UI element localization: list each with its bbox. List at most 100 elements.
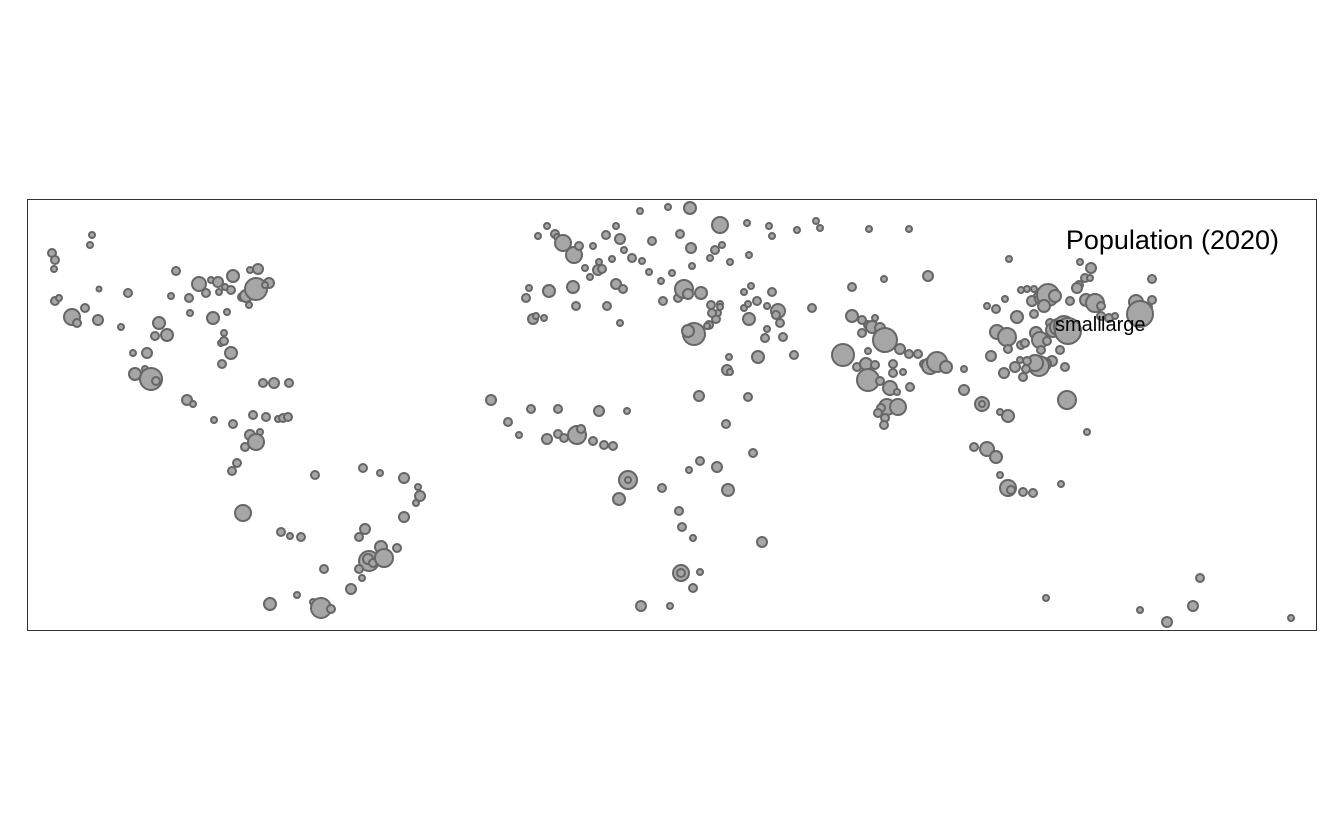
city-bubble bbox=[1287, 614, 1295, 622]
city-bubble bbox=[703, 322, 711, 330]
city-bubble bbox=[1022, 356, 1032, 366]
city-bubble bbox=[612, 222, 620, 230]
city-bubble bbox=[286, 532, 294, 540]
city-bubble bbox=[252, 263, 264, 275]
city-bubble bbox=[595, 258, 603, 266]
city-bubble bbox=[268, 377, 280, 389]
city-bubble bbox=[894, 343, 906, 355]
city-bubble bbox=[95, 285, 103, 293]
city-bubble bbox=[778, 332, 788, 342]
city-bubble bbox=[875, 376, 885, 386]
city-bubble bbox=[1003, 344, 1013, 354]
city-bubble bbox=[1085, 262, 1097, 274]
city-bubble bbox=[695, 456, 705, 466]
city-bubble bbox=[72, 318, 82, 328]
city-bubble bbox=[608, 441, 618, 451]
city-bubble bbox=[212, 276, 224, 288]
city-bubble bbox=[645, 268, 653, 276]
city-bubble bbox=[1023, 285, 1031, 293]
city-bubble bbox=[123, 288, 133, 298]
city-bubble bbox=[1111, 312, 1119, 320]
city-bubble bbox=[226, 285, 236, 295]
city-bubble bbox=[258, 378, 268, 388]
city-bubble bbox=[167, 292, 175, 300]
city-bubble bbox=[228, 419, 238, 429]
city-bubble bbox=[726, 368, 734, 376]
city-bubble bbox=[553, 404, 563, 414]
city-bubble bbox=[1060, 362, 1070, 372]
city-bubble bbox=[1018, 372, 1028, 382]
city-bubble bbox=[581, 264, 589, 272]
city-bubble bbox=[589, 242, 597, 250]
city-bubble bbox=[50, 265, 58, 273]
city-bubble bbox=[414, 483, 422, 491]
city-bubble bbox=[668, 269, 676, 277]
city-bubble bbox=[889, 398, 907, 416]
city-bubble bbox=[743, 219, 751, 227]
city-bubble bbox=[141, 347, 153, 359]
city-bubble bbox=[716, 303, 724, 311]
city-bubble bbox=[319, 564, 329, 574]
city-bubble bbox=[831, 343, 855, 367]
city-bubble bbox=[1016, 356, 1024, 364]
city-bubble bbox=[845, 309, 859, 323]
city-bubble bbox=[989, 450, 1003, 464]
city-bubble bbox=[624, 476, 632, 484]
city-bubble bbox=[748, 448, 758, 458]
city-bubble bbox=[412, 499, 420, 507]
city-bubble bbox=[873, 408, 883, 418]
city-bubble bbox=[1037, 299, 1051, 313]
city-bubble bbox=[706, 300, 716, 310]
city-bubble bbox=[576, 424, 586, 434]
city-bubble bbox=[765, 222, 773, 230]
city-bubble bbox=[996, 408, 1004, 416]
city-bubble bbox=[913, 349, 923, 359]
city-bubble bbox=[657, 277, 665, 285]
city-bubble bbox=[857, 328, 867, 338]
city-bubble bbox=[86, 241, 94, 249]
city-bubble bbox=[893, 388, 901, 396]
city-bubble bbox=[1005, 255, 1013, 263]
city-bubble bbox=[345, 583, 357, 595]
city-bubble bbox=[685, 466, 693, 474]
city-bubble bbox=[616, 319, 624, 327]
city-bubble bbox=[1096, 301, 1106, 311]
city-bubble bbox=[358, 463, 368, 473]
city-bubble bbox=[767, 287, 777, 297]
city-bubble bbox=[635, 600, 647, 612]
city-bubble bbox=[997, 327, 1017, 347]
city-bubble bbox=[743, 392, 753, 402]
city-bubble bbox=[899, 368, 907, 376]
city-bubble bbox=[566, 280, 580, 294]
city-bubble bbox=[647, 236, 657, 246]
city-bubble bbox=[744, 300, 752, 308]
city-bubble bbox=[554, 234, 572, 252]
city-bubble bbox=[1017, 286, 1025, 294]
city-bubble bbox=[969, 442, 979, 452]
city-bubble bbox=[226, 269, 240, 283]
city-bubble bbox=[768, 232, 776, 240]
city-bubble bbox=[171, 266, 181, 276]
city-bubble bbox=[261, 281, 269, 289]
city-bubble bbox=[793, 226, 801, 234]
city-bubble bbox=[186, 309, 194, 317]
city-bubble bbox=[284, 378, 294, 388]
city-bubble bbox=[1009, 361, 1021, 373]
city-bubble bbox=[503, 417, 513, 427]
city-bubble bbox=[1086, 274, 1094, 282]
map-frame bbox=[27, 199, 1317, 631]
city-bubble bbox=[864, 347, 872, 355]
city-bubble bbox=[1071, 282, 1083, 294]
city-bubble bbox=[721, 483, 735, 497]
city-bubble bbox=[676, 568, 686, 578]
city-bubble bbox=[248, 410, 258, 420]
city-bubble bbox=[1187, 600, 1199, 612]
city-bubble bbox=[542, 284, 556, 298]
city-bubble bbox=[398, 472, 410, 484]
city-bubble bbox=[359, 523, 371, 535]
city-bubble bbox=[1010, 310, 1024, 324]
city-bubble bbox=[543, 222, 551, 230]
city-bubble bbox=[189, 400, 197, 408]
city-bubble bbox=[960, 365, 968, 373]
city-bubbles-layer bbox=[47, 201, 1295, 628]
